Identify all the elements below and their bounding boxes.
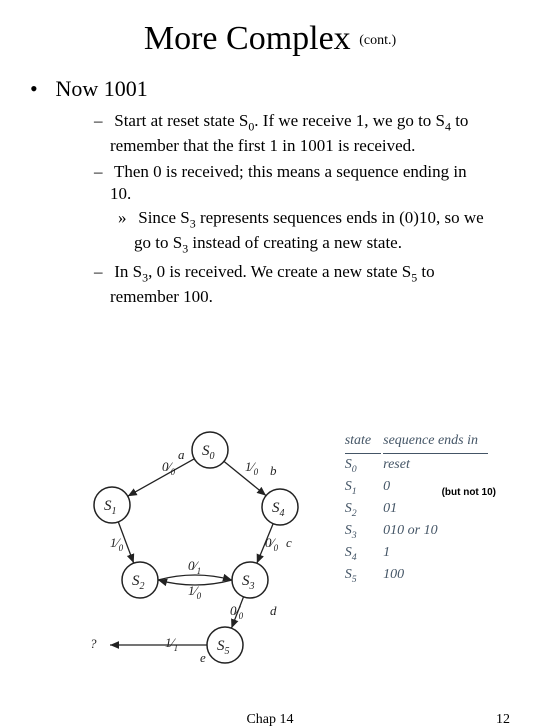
state-cell: S2 (345, 500, 381, 520)
edge-label: 0⁄1 (188, 558, 201, 576)
sub-item-1: – Start at reset state S0. If we receive… (110, 110, 490, 157)
sub-bullet-list: – Start at reset state S0. If we receive… (30, 110, 510, 308)
seq-cell: 100 (383, 566, 488, 586)
title-main: More Complex (144, 20, 351, 57)
seq-cell: 010 or 10 (383, 522, 488, 542)
state-cell: S0 (345, 456, 381, 476)
edge-label: 0⁄0 (162, 459, 176, 477)
edge-label: 1⁄0 (245, 459, 259, 477)
edge-label: 0⁄0 (265, 535, 279, 553)
state-node-S0 (192, 432, 228, 468)
dash-marker: – (94, 161, 110, 183)
edge-tag: d (270, 603, 277, 618)
item2-text: Then 0 is received; this means a sequenc… (110, 162, 467, 203)
item1-text: Start at reset state S0. If we receive 1… (110, 111, 468, 155)
edge-label: 0⁄0 (230, 603, 244, 621)
footer-page: 12 (496, 712, 510, 728)
txt: Start at reset state S (114, 111, 248, 130)
note-but-not-10: (but not 10) (442, 487, 496, 498)
dash-marker: – (94, 110, 110, 132)
state-node-S3 (232, 562, 268, 598)
state-cell: S5 (345, 566, 381, 586)
state-node-S4 (262, 489, 298, 525)
txt: In S (114, 262, 142, 281)
txt: instead of creating a new state. (188, 233, 402, 252)
state-node-S5 (207, 627, 243, 663)
hdr-state: state (345, 432, 381, 454)
seq-cell: reset (383, 456, 488, 476)
edge-tag: b (270, 463, 277, 478)
txt: Since S (138, 208, 189, 227)
state-diagram: S0S1S4S2S3S5 0⁄0a1⁄0b1⁄00⁄0c0⁄11⁄00⁄0d1⁄… (70, 425, 330, 670)
edge-tag: a (178, 447, 185, 462)
bullet-now-1001: • Now 1001 (30, 76, 510, 102)
edge-label: 1⁄0 (110, 535, 124, 553)
state-cell: S3 (345, 522, 381, 542)
sub-sub-item: » Since S3 represents sequences ends in … (110, 207, 490, 257)
title-cont: (cont.) (359, 33, 396, 48)
edge-tag: e (200, 650, 206, 665)
edge-tag: c (286, 535, 292, 550)
subsub-marker: » (118, 207, 134, 229)
state-sequence-table: state sequence ends in S0resetS10S201S30… (343, 430, 490, 588)
state-cell: S4 (345, 544, 381, 564)
bullet-text: Now 1001 (56, 76, 148, 101)
txt: . If we receive 1, we go to S (254, 111, 445, 130)
state-cell: S1 (345, 478, 381, 498)
edge (128, 459, 195, 496)
subsub-text: Since S3 represents sequences ends in (0… (134, 208, 484, 252)
hdr-seq: sequence ends in (383, 432, 488, 454)
bullet-marker: • (30, 76, 50, 102)
seq-cell: 1 (383, 544, 488, 564)
sub-item-2: – Then 0 is received; this means a seque… (110, 161, 490, 257)
seq-cell: 01 (383, 500, 488, 520)
edge-label: 1⁄1 (165, 635, 178, 653)
figure-area: S0S1S4S2S3S5 0⁄0a1⁄0b1⁄00⁄0c0⁄11⁄00⁄0d1⁄… (70, 425, 500, 665)
state-node-S2 (122, 562, 158, 598)
sub-item-3: – In S3, 0 is received. We create a new … (110, 261, 490, 308)
state-node-S1 (94, 487, 130, 523)
txt: , 0 is received. We create a new state S (148, 262, 411, 281)
footer-chapter: Chap 14 (246, 712, 293, 728)
dash-marker: – (94, 261, 110, 283)
item3-text: In S3, 0 is received. We create a new st… (110, 262, 435, 306)
edge (158, 575, 232, 580)
question-mark: ? (90, 636, 97, 651)
page-title: More Complex (cont.) (30, 20, 510, 58)
edge-label: 1⁄0 (188, 583, 202, 601)
